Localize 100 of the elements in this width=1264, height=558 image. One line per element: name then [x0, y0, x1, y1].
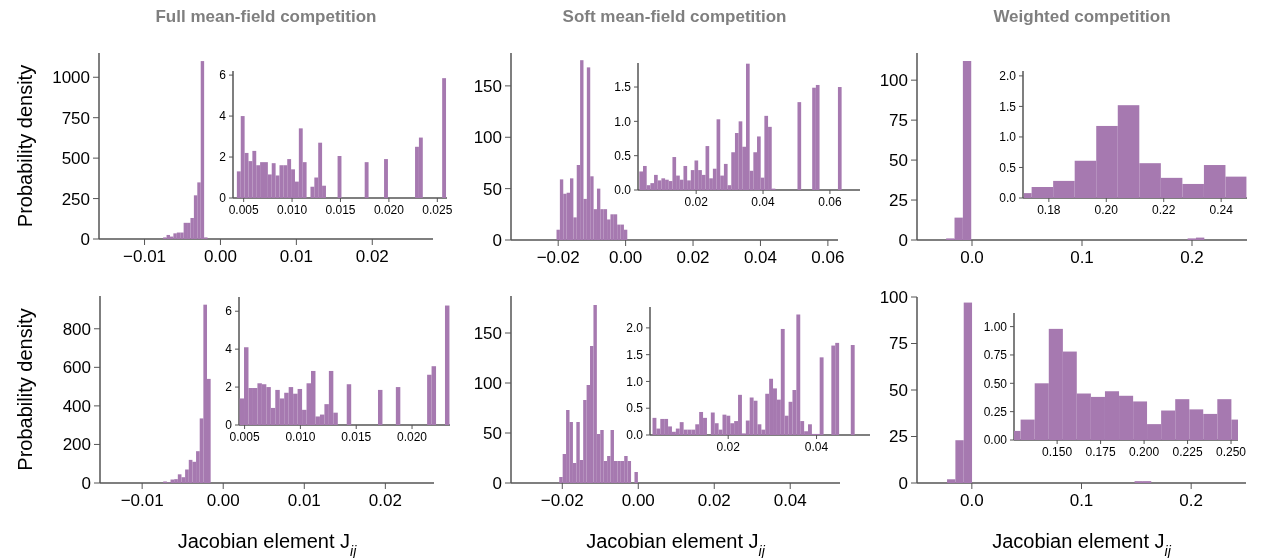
- y-tick-label: 1.0: [626, 374, 644, 389]
- x-tick-label: 0.02: [355, 247, 389, 266]
- y-tick-label: 0: [898, 473, 908, 493]
- y-tick-label: 50: [889, 380, 908, 400]
- x-tick-label: 0.010: [277, 203, 308, 217]
- y-tick-label: 1.0: [999, 130, 1017, 145]
- y-tick-label: 0: [219, 191, 227, 206]
- x-tick-label: 0.18: [1037, 203, 1061, 217]
- y-tick-label: 400: [62, 396, 91, 416]
- x-tick-label: 0.2: [1179, 491, 1203, 510]
- y-tick-label: 4: [219, 109, 227, 124]
- x-tick-label: 0.010: [285, 430, 316, 444]
- y-tick-label: 50: [483, 179, 502, 199]
- y-tick-label: 4: [225, 342, 233, 357]
- x-tick-label: 0.015: [341, 430, 372, 444]
- x-tick-label: 0.04: [773, 491, 807, 510]
- y-tick-label: 200: [62, 435, 91, 455]
- y-tick-label: 800: [62, 319, 91, 339]
- x-tick-label: 0.02: [684, 195, 709, 209]
- x-tick-label: 0.04: [751, 195, 776, 209]
- x-tick-label: 0.175: [1085, 445, 1116, 459]
- x-tick-label: 0.06: [811, 248, 845, 267]
- x-tick-label: −0.01: [120, 491, 164, 510]
- y-tick-label: 6: [219, 68, 227, 83]
- y-tick-label: 2.0: [999, 69, 1017, 84]
- y-tick-label: 1.5: [999, 99, 1017, 114]
- x-tick-label: 0.04: [804, 440, 829, 454]
- y-tick-label: 100: [879, 71, 908, 91]
- y-axis-title: Probability density: [14, 64, 36, 228]
- x-tick-label: 0.250: [1216, 445, 1247, 459]
- x-tick-label: 0.02: [716, 440, 741, 454]
- x-tick-label: 0.06: [818, 195, 842, 209]
- y-tick-label: 2: [219, 150, 227, 165]
- x-tick-label: −0.01: [123, 247, 167, 266]
- x-tick-label: 0.005: [228, 203, 259, 217]
- x-tick-label: 0.025: [422, 203, 453, 217]
- y-tick-label: 50: [889, 151, 908, 171]
- x-tick-label: −0.02: [536, 248, 580, 267]
- y-tick-label: 75: [889, 334, 908, 354]
- y-tick-label: 1000: [52, 68, 90, 88]
- y-tick-label: 0: [492, 230, 502, 250]
- x-tick-label: 0.22: [1152, 203, 1176, 217]
- chart-title: Weighted competition: [993, 7, 1171, 26]
- y-tick-label: 0.5: [626, 401, 644, 416]
- x-tick-label: 0.24: [1209, 203, 1234, 217]
- y-tick-label: 0: [898, 230, 908, 250]
- y-tick-label: 1.5: [626, 347, 644, 362]
- x-tick-label: 0.200: [1129, 445, 1160, 459]
- x-tick-label: 0.015: [325, 203, 356, 217]
- x-tick-label: 0.0: [960, 248, 984, 267]
- x-tick-label: 0.020: [397, 430, 428, 444]
- y-tick-label: 100: [473, 128, 502, 148]
- y-tick-label: 100: [473, 373, 502, 393]
- y-tick-label: 750: [61, 108, 90, 128]
- y-tick-label: 6: [225, 304, 233, 319]
- y-tick-label: 1.0: [614, 114, 632, 129]
- y-tick-label: 0.50: [983, 376, 1008, 391]
- y-tick-label: 0.5: [999, 160, 1017, 175]
- x-tick-label: 0.0: [960, 491, 984, 510]
- y-tick-label: 0.25: [983, 404, 1008, 419]
- y-axis-title: Probability density: [14, 308, 36, 471]
- x-tick-label: 0.005: [229, 430, 260, 444]
- x-tick-label: 0.150: [1042, 445, 1073, 459]
- y-tick-label: 0.75: [983, 348, 1008, 363]
- x-tick-label: 0.02: [676, 248, 710, 267]
- x-tick-label: 0.01: [287, 491, 321, 510]
- y-tick-label: 0.5: [614, 148, 632, 163]
- y-tick-label: 2.0: [626, 321, 644, 336]
- y-tick-label: 25: [889, 190, 908, 210]
- y-tick-label: 600: [62, 358, 91, 378]
- y-tick-label: 0.0: [614, 183, 632, 198]
- chart-title: Full mean-field competition: [155, 7, 377, 26]
- y-tick-label: 0: [81, 473, 91, 493]
- y-tick-label: 250: [61, 189, 90, 209]
- y-tick-label: 1.00: [983, 319, 1008, 334]
- x-tick-label: 0.1: [1070, 248, 1094, 267]
- x-tick-label: 0.02: [697, 491, 731, 510]
- y-tick-label: 0: [492, 473, 502, 493]
- y-tick-label: 150: [473, 323, 502, 343]
- x-axis-title: Jacobian element J$_{ij}$: [586, 530, 766, 558]
- x-axis-title: Jacobian element J$_{ij}$: [992, 530, 1172, 558]
- y-tick-label: 500: [61, 149, 90, 169]
- y-tick-label: 2: [225, 380, 233, 395]
- x-tick-label: 0.04: [743, 248, 778, 267]
- y-tick-label: 1.5: [614, 80, 632, 95]
- x-tick-label: 0.020: [373, 203, 405, 217]
- x-tick-label: 0.2: [1180, 248, 1204, 267]
- x-tick-label: 0.1: [1069, 491, 1094, 510]
- x-tick-label: 0.225: [1172, 445, 1203, 459]
- y-tick-label: 0: [225, 418, 233, 433]
- y-tick-label: 150: [473, 76, 502, 96]
- y-tick-label: 0: [80, 229, 90, 249]
- x-tick-label: 0.01: [279, 247, 313, 266]
- chart-title: Soft mean-field competition: [562, 7, 787, 26]
- x-tick-label: −0.02: [540, 491, 584, 510]
- y-tick-label: 50: [483, 423, 502, 443]
- x-tick-label: 0.20: [1094, 203, 1119, 217]
- y-tick-label: 25: [889, 427, 908, 447]
- x-tick-label: 0.02: [368, 491, 402, 510]
- x-axis-title: Jacobian element J$_{ij}$: [177, 530, 358, 558]
